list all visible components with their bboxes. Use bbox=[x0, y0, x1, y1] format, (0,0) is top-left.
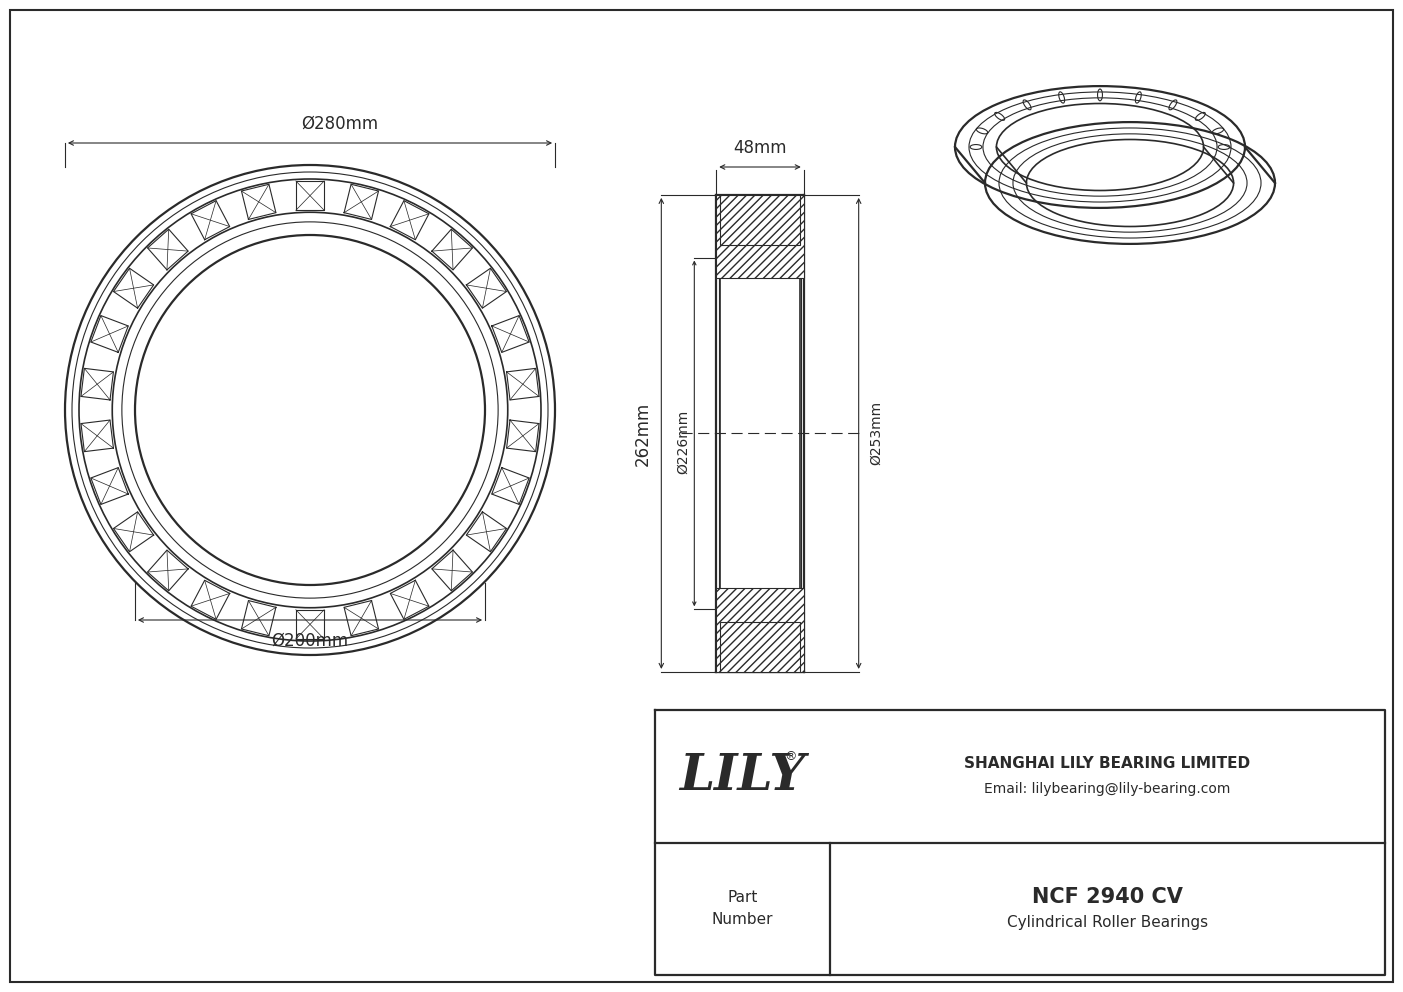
Text: 262mm: 262mm bbox=[633, 402, 651, 465]
Bar bbox=[720, 195, 800, 245]
Bar bbox=[717, 588, 804, 672]
Text: ®: ® bbox=[784, 750, 797, 763]
Bar bbox=[717, 195, 804, 279]
Text: Ø253mm: Ø253mm bbox=[868, 402, 882, 465]
Text: LILY: LILY bbox=[679, 752, 805, 801]
Text: Part
Number: Part Number bbox=[711, 890, 773, 928]
Bar bbox=[720, 622, 800, 672]
Text: NCF 2940 CV: NCF 2940 CV bbox=[1033, 887, 1183, 907]
Text: Ø200mm: Ø200mm bbox=[271, 632, 348, 650]
Text: Ø280mm: Ø280mm bbox=[302, 115, 379, 133]
Text: Ø226mm: Ø226mm bbox=[676, 410, 690, 473]
Text: Cylindrical Roller Bearings: Cylindrical Roller Bearings bbox=[1007, 916, 1208, 930]
Text: Email: lilybearing@lily-bearing.com: Email: lilybearing@lily-bearing.com bbox=[985, 783, 1230, 797]
Text: 48mm: 48mm bbox=[734, 139, 787, 157]
Text: SHANGHAI LILY BEARING LIMITED: SHANGHAI LILY BEARING LIMITED bbox=[964, 756, 1250, 771]
